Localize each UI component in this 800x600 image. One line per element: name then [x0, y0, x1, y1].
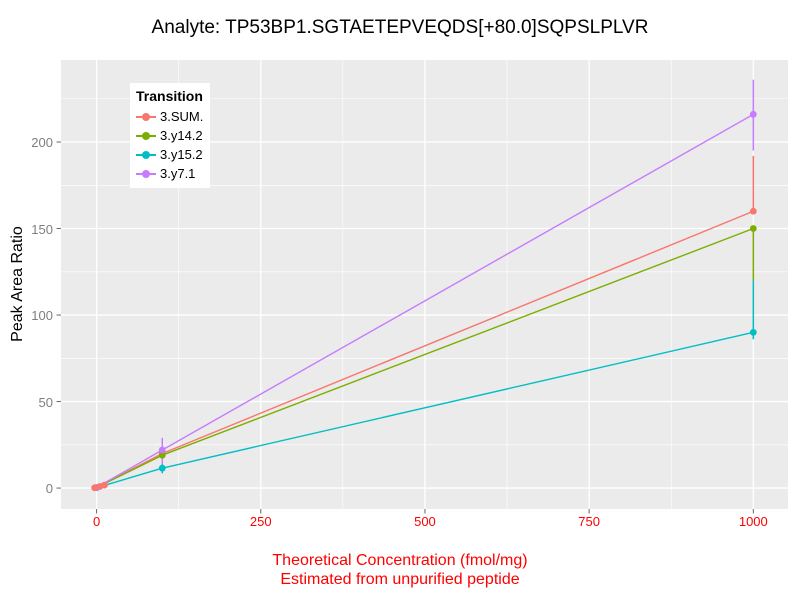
legend-item: 3.y7.1 [136, 164, 203, 183]
data-point-3.SUM. [91, 484, 99, 492]
data-point-3.y7.1 [749, 110, 757, 118]
legend-key-icon [136, 110, 156, 124]
x-axis-title: Theoretical Concentration (fmol/mg) Esti… [0, 551, 800, 589]
x-axis-title-line1: Theoretical Concentration (fmol/mg) [272, 552, 528, 569]
legend: Transition 3.SUM. 3.y14.2 3.y15.2 3.y7.1 [130, 83, 211, 188]
y-tick-label: 0 [45, 481, 53, 497]
legend-key-dot [142, 112, 150, 121]
plot-title: Analyte: TP53BP1.SGTAETEPVEQDS[+80.0]SQP… [151, 17, 649, 38]
legend-key-icon [136, 148, 156, 162]
x-tick-label: 500 [414, 514, 436, 529]
y-tick-label: 100 [31, 308, 53, 324]
data-point-3.y15.2 [749, 328, 757, 336]
x-tick-label: 0 [92, 514, 101, 529]
y-tick-label: 50 [38, 394, 53, 410]
legend-item-label: 3.SUM. [160, 109, 204, 124]
legend-item: 3.SUM. [136, 107, 203, 126]
legend-item: 3.y14.2 [136, 126, 203, 145]
data-point-3.y7.1 [158, 446, 166, 454]
y-tick-label: 200 [31, 135, 53, 150]
legend-item-label: 3.y14.2 [160, 128, 203, 143]
legend-key-dot [142, 169, 150, 178]
data-point-3.y14.2 [749, 225, 757, 232]
x-tick-label: 1000 [738, 514, 768, 529]
data-point-3.SUM. [749, 207, 757, 215]
legend-key-icon [136, 167, 156, 181]
legend-key-dot [142, 131, 150, 140]
data-point-3.SUM. [101, 481, 108, 489]
x-tick-label: 250 [249, 514, 272, 529]
data-point-3.y14.2 [158, 451, 166, 459]
legend-item-label: 3.y15.2 [160, 147, 203, 162]
legend-item: 3.y15.2 [136, 145, 203, 164]
legend-key-dot [142, 150, 150, 159]
data-point-3.y15.2 [158, 464, 166, 472]
legend-title: Transition [136, 88, 203, 104]
x-tick-label: 750 [578, 514, 600, 529]
x-axis-title-line2: Estimated from unpurified peptide [280, 571, 520, 588]
legend-key-icon [136, 129, 156, 143]
legend-items: 3.SUM. 3.y14.2 3.y15.2 3.y7.1 [136, 107, 203, 183]
y-tick-label: 150 [31, 221, 53, 237]
legend-item-label: 3.y7.1 [160, 166, 196, 181]
